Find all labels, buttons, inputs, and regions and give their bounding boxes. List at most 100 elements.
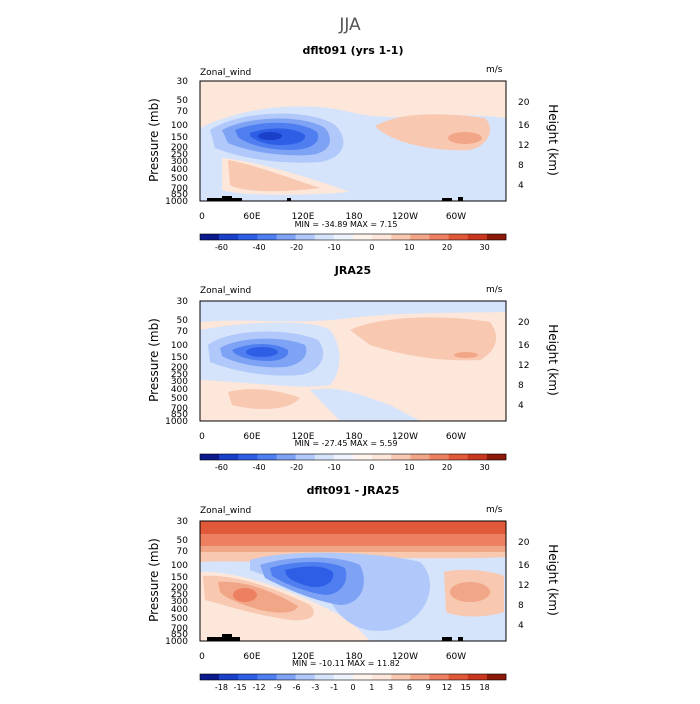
y-tick-label: 50 <box>177 536 189 546</box>
colorbar-box <box>314 454 335 460</box>
x-tick-label: 60E <box>243 432 260 442</box>
colorbar-label: -40 <box>252 243 265 252</box>
panel-2: JRA25 Zonal_wind m/s Pressure (mb) Heigh… <box>147 264 560 472</box>
panel-2-y-ticks: 30 50 70 100 150 200 250 300 400 500 700… <box>165 297 188 427</box>
x-tick-label: 60W <box>446 432 466 442</box>
x-tick-label: 0 <box>199 432 205 442</box>
colorbar-label: 18 <box>479 683 489 692</box>
colorbar-box <box>276 234 296 240</box>
colorbar-label: 30 <box>479 243 489 252</box>
contour-red-top-3 <box>200 546 506 553</box>
colorbar-label: -40 <box>252 463 265 472</box>
colorbar-box <box>353 454 373 460</box>
panel-3-y-ticks: 30 50 70 100 150 200 250 300 400 500 700… <box>165 517 188 647</box>
y-tick-label: 500 <box>171 174 188 184</box>
colorbar-label: 1 <box>369 683 374 692</box>
y-tick-label: 850 <box>171 410 188 420</box>
x-tick-label: 120E <box>292 432 315 442</box>
panel-3-left-label: Zonal_wind <box>200 506 251 516</box>
y-tick-label: 400 <box>171 385 188 395</box>
colorbar-label: -6 <box>293 683 301 692</box>
y-tick-label: 100 <box>171 561 188 571</box>
colorbar-box <box>410 234 430 240</box>
colorbar-box <box>238 674 258 680</box>
colorbar-box <box>410 454 430 460</box>
y2-tick-label: 8 <box>518 601 524 611</box>
y-tick-label: 1000 <box>165 637 188 647</box>
y2-tick-label: 16 <box>518 561 530 571</box>
contour-red3-upper <box>454 352 478 358</box>
panel-1-y-ticks: 30 50 70 100 150 200 250 300 400 500 700… <box>165 77 188 207</box>
y-tick-label: 700 <box>171 404 188 414</box>
y2-tick-label: 16 <box>518 341 530 351</box>
contour-red-top-6 <box>200 521 506 534</box>
colorbar-label: -3 <box>311 683 319 692</box>
x-tick-label: 60E <box>243 212 260 222</box>
y-tick-label: 400 <box>171 605 188 615</box>
y-tick-label: 200 <box>171 143 188 153</box>
panel-1-ylabel: Pressure (mb) <box>147 98 161 182</box>
panel-1: dflt091 (yrs 1-1) Zonal_wind m/s Pressur… <box>147 44 560 252</box>
y-tick-label: 1000 <box>165 417 188 427</box>
plot-frame <box>199 80 507 202</box>
y-tick-label: 200 <box>171 363 188 373</box>
y-tick-label: 250 <box>171 370 188 380</box>
contour-red-lowleft-4 <box>233 588 257 602</box>
colorbar-box <box>353 234 373 240</box>
x-tick-label: 120E <box>292 212 315 222</box>
y-tick-label: 850 <box>171 630 188 640</box>
panel-2-x-ticks: 0 60E 120E 180 120W 60W <box>199 432 466 442</box>
colorbar-label: -15 <box>234 683 247 692</box>
colorbar-box <box>219 234 239 240</box>
contour-red2-low <box>228 160 320 192</box>
contour-red-right-3 <box>450 582 490 602</box>
panel-3-y2-ticks: 20 16 12 8 4 <box>518 538 530 631</box>
colorbar-box <box>333 234 354 240</box>
colorbar-label: -1 <box>330 683 338 692</box>
panel-1-x-ticks: 0 60E 120E 180 120W 60W <box>199 212 466 222</box>
colorbar-label: 15 <box>461 683 471 692</box>
x-tick-label: 120W <box>392 212 418 222</box>
contour-red2-low <box>228 389 300 410</box>
colorbar-label: 0 <box>369 463 374 472</box>
colorbar-label: 3 <box>388 683 393 692</box>
panel-1-left-label: Zonal_wind <box>200 68 251 78</box>
colorbar-box <box>448 674 469 680</box>
colorbar-label: 12 <box>442 683 452 692</box>
colorbar-box <box>372 454 392 460</box>
panel-2-stats: MIN = -27.45 MAX = 5.59 <box>295 439 398 448</box>
x-tick-label: 60E <box>243 652 260 662</box>
figure-title: JJA <box>338 15 361 35</box>
colorbar-label: 20 <box>442 463 452 472</box>
colorbar-box <box>372 234 392 240</box>
colorbar-box <box>257 454 277 460</box>
y2-tick-label: 20 <box>518 98 530 108</box>
panel-2-ylabel: Pressure (mb) <box>147 318 161 402</box>
panel-2-title: JRA25 <box>334 264 371 277</box>
colorbar-box <box>295 454 316 460</box>
panel-3-ylabel: Pressure (mb) <box>147 538 161 622</box>
colorbar-label: 0 <box>350 683 355 692</box>
panel-1-plot <box>199 80 507 202</box>
colorbar-box <box>333 454 354 460</box>
panel-1-y2-ticks: 20 16 12 8 4 <box>518 98 530 191</box>
colorbar-box <box>276 674 296 680</box>
y-tick-label: 500 <box>171 394 188 404</box>
colorbar-label: 20 <box>442 243 452 252</box>
y-tick-label: 300 <box>171 157 188 167</box>
colorbar-box <box>257 674 277 680</box>
colorbar-box <box>429 234 449 240</box>
colorbar-box <box>448 234 469 240</box>
colorbar-box <box>276 454 296 460</box>
y2-tick-label: 4 <box>518 181 524 191</box>
colorbar-box <box>391 674 411 680</box>
y-tick-label: 50 <box>177 96 189 106</box>
panel-3-colorbar: -18 -15 -12 -9 -6 -3 -1 0 1 3 6 9 12 15 18 <box>199 673 507 692</box>
colorbar-label: -60 <box>215 463 228 472</box>
y2-tick-label: 12 <box>518 141 529 151</box>
colorbar-box <box>467 234 488 240</box>
colorbar-label: -60 <box>215 243 228 252</box>
panel-3-units-label: m/s <box>486 505 503 515</box>
colorbar-label: 0 <box>369 243 374 252</box>
y-tick-label: 70 <box>177 327 189 337</box>
